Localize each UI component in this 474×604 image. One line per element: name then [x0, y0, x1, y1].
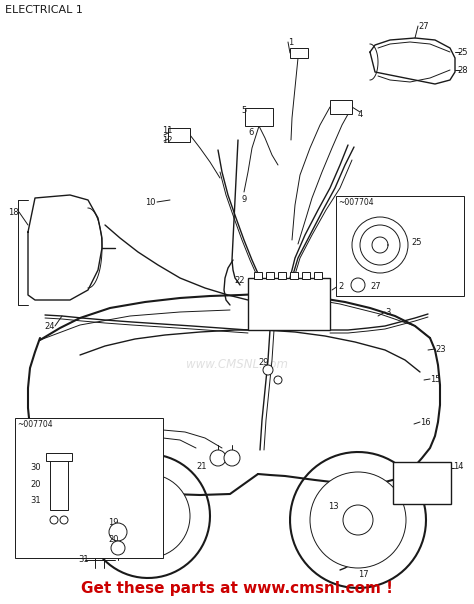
Text: 25: 25 — [457, 48, 467, 57]
Bar — [50, 458, 68, 510]
Text: 5: 5 — [241, 106, 246, 115]
Circle shape — [274, 376, 282, 384]
Text: 10: 10 — [145, 198, 155, 207]
Text: 2: 2 — [338, 282, 343, 291]
Text: 1: 1 — [288, 38, 293, 47]
Text: 27: 27 — [370, 282, 381, 291]
Bar — [336, 196, 464, 296]
Text: 22: 22 — [234, 276, 245, 285]
Text: 9: 9 — [242, 195, 247, 204]
Text: 24: 24 — [44, 322, 55, 331]
Text: ~007704: ~007704 — [338, 198, 374, 207]
Text: 20: 20 — [30, 480, 40, 489]
Text: 23: 23 — [435, 345, 446, 354]
Bar — [290, 48, 308, 58]
Circle shape — [263, 365, 273, 375]
Bar — [290, 272, 298, 279]
Text: ELECTRICAL 1: ELECTRICAL 1 — [5, 5, 83, 15]
Text: 31: 31 — [30, 496, 41, 505]
Circle shape — [360, 225, 400, 265]
Text: 18: 18 — [8, 208, 18, 217]
Circle shape — [50, 516, 58, 524]
Text: 29: 29 — [258, 358, 268, 367]
Text: 16: 16 — [420, 418, 430, 427]
Text: 6: 6 — [248, 128, 254, 137]
Polygon shape — [28, 195, 102, 300]
Text: 31: 31 — [78, 555, 89, 564]
Circle shape — [210, 450, 226, 466]
Text: 3: 3 — [385, 308, 391, 317]
Bar — [254, 272, 262, 279]
Text: 27: 27 — [418, 22, 428, 31]
Circle shape — [224, 450, 240, 466]
Text: Get these parts at www.cmsnl.com !: Get these parts at www.cmsnl.com ! — [81, 581, 393, 596]
Bar — [248, 278, 330, 330]
Text: 21: 21 — [196, 462, 207, 471]
Circle shape — [343, 505, 373, 535]
Text: 17: 17 — [358, 570, 369, 579]
Text: 20: 20 — [108, 535, 118, 544]
Text: 30: 30 — [30, 463, 41, 472]
Text: 14: 14 — [453, 462, 464, 471]
Text: 25: 25 — [411, 238, 421, 247]
Text: 15: 15 — [430, 375, 440, 384]
Bar — [245, 108, 273, 126]
Bar — [266, 272, 274, 279]
Bar — [330, 100, 352, 114]
Bar — [302, 272, 310, 279]
Bar — [46, 453, 72, 461]
Circle shape — [310, 472, 406, 568]
Circle shape — [109, 523, 127, 541]
Text: 11: 11 — [162, 126, 173, 135]
Bar — [168, 128, 190, 142]
Circle shape — [352, 217, 408, 273]
Bar — [314, 272, 322, 279]
Bar — [278, 272, 286, 279]
Text: 28: 28 — [457, 66, 468, 75]
Bar — [393, 462, 451, 504]
Bar — [15, 418, 163, 558]
Text: ~007704: ~007704 — [17, 420, 53, 429]
Circle shape — [106, 474, 190, 558]
Text: 12: 12 — [162, 136, 173, 145]
Circle shape — [111, 541, 125, 555]
Circle shape — [60, 516, 68, 524]
Text: 13: 13 — [328, 502, 338, 511]
Text: www.CMSNL.com: www.CMSNL.com — [186, 359, 288, 371]
Text: 19: 19 — [108, 518, 118, 527]
Circle shape — [351, 278, 365, 292]
Circle shape — [133, 501, 163, 531]
Text: 4: 4 — [358, 110, 363, 119]
